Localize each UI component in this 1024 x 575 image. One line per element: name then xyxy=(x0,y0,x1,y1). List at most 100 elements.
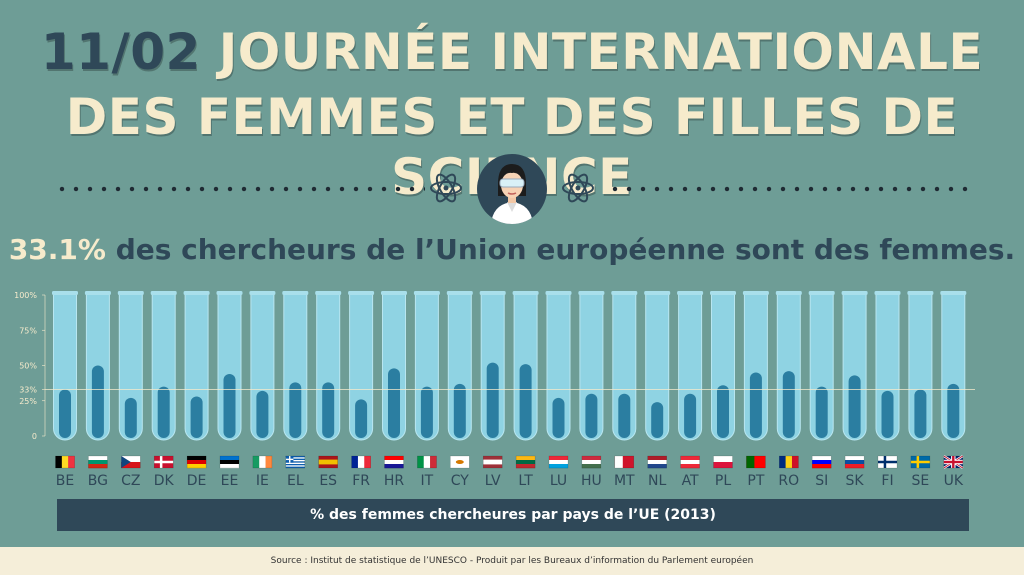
y-tick-label: 50% xyxy=(19,362,37,371)
flag-icon xyxy=(844,455,865,469)
bar xyxy=(815,386,828,438)
flag-icon xyxy=(285,455,306,469)
flag-stripe xyxy=(384,456,404,461)
flag-stripe xyxy=(187,460,207,465)
y-tick-label: 33% xyxy=(19,385,37,394)
y-axis: 0 25% 33% 50% 75% 100% xyxy=(14,291,46,441)
flag-icon xyxy=(943,454,964,470)
flag-stripe xyxy=(845,460,865,465)
flag-icon xyxy=(450,455,470,469)
flag-border xyxy=(186,455,207,469)
flag-stripe xyxy=(265,456,273,468)
dotted-divider-left xyxy=(55,186,425,192)
flag-stripe xyxy=(516,456,536,461)
tubes xyxy=(52,291,967,441)
flag-cross xyxy=(943,460,963,464)
flag-border xyxy=(384,455,404,469)
flag-border xyxy=(581,455,602,469)
scientist-avatar xyxy=(477,154,547,224)
x-tick-label: PL xyxy=(715,473,731,489)
tube-rim xyxy=(545,291,572,295)
tube-rim xyxy=(644,291,671,295)
flag-stripe xyxy=(430,456,437,468)
flag-stripe xyxy=(417,456,424,468)
x-tick-label: LT xyxy=(518,473,533,489)
flag-stripe xyxy=(121,462,141,468)
tube-rim xyxy=(117,291,144,295)
tube-rim xyxy=(677,291,704,295)
x-tick-label: HU xyxy=(581,473,602,489)
flag-stripe xyxy=(812,456,832,461)
flag-stripe xyxy=(581,464,601,469)
tube-rim xyxy=(249,291,276,295)
tube-rim xyxy=(150,291,177,295)
flag-border xyxy=(746,455,766,469)
flag-stripe xyxy=(285,456,305,458)
flag-stripe xyxy=(220,464,239,469)
tube-rim xyxy=(84,291,111,295)
bar xyxy=(256,390,269,438)
flag-stripe xyxy=(812,464,832,469)
page-title-line1: 11/02 JOURNÉE INTERNATIONALE xyxy=(0,22,1024,82)
x-tick-label: HR xyxy=(384,473,405,489)
flag-stripe xyxy=(647,460,667,465)
x-tick-label: CZ xyxy=(121,473,140,489)
y-tick-label: 75% xyxy=(19,326,37,335)
x-tick-label: CY xyxy=(451,473,470,489)
flag-border xyxy=(55,455,75,469)
x-tick-label: DK xyxy=(154,473,175,489)
tube-rim xyxy=(413,291,440,295)
subtitle: 33.1% des chercheurs de l’Union européen… xyxy=(0,232,1024,268)
flag-icon xyxy=(779,455,799,469)
flag-stripe xyxy=(384,464,404,469)
flag-icon xyxy=(384,455,404,469)
tube-rim xyxy=(940,291,967,295)
flag-stripe xyxy=(285,462,305,465)
tube-rim xyxy=(183,291,210,295)
x-tick-label: RO xyxy=(778,473,799,489)
flag-stripe xyxy=(285,460,305,462)
atom-icon xyxy=(562,173,594,203)
x-tick-label: ES xyxy=(319,473,337,489)
flag-stripe xyxy=(581,460,601,465)
bar xyxy=(91,365,104,438)
flag-stripe xyxy=(220,456,239,461)
flag-stripe xyxy=(364,456,371,468)
flag-stripe xyxy=(61,456,69,468)
flag-stripe xyxy=(259,456,266,468)
flag-stripe xyxy=(285,466,305,469)
flag-icon xyxy=(581,455,602,469)
tube-rim xyxy=(808,291,835,295)
flag-border xyxy=(219,455,240,469)
flag-icon xyxy=(121,455,141,469)
flags xyxy=(55,454,964,470)
tube xyxy=(645,292,670,441)
bar xyxy=(881,390,894,438)
bar xyxy=(585,393,598,438)
y-tick-label: 100% xyxy=(14,291,37,300)
bar xyxy=(453,383,466,438)
tube-rim xyxy=(611,291,638,295)
bar xyxy=(618,393,631,438)
bar xyxy=(519,364,532,438)
flag-icon xyxy=(351,455,371,469)
flag-stripe xyxy=(516,464,536,469)
flag-cross xyxy=(878,460,897,464)
flag-icon xyxy=(910,455,931,469)
flag-stripe xyxy=(647,464,667,469)
x-axis-labels: BE BG CZ DK DE EE IE EL ES FR HR IT CY LV LT LU HU MT NL AT… xyxy=(56,473,964,489)
tube-rim xyxy=(742,291,769,295)
flag-stripe xyxy=(252,456,260,468)
x-tick-label: FR xyxy=(352,473,370,489)
bar xyxy=(552,397,565,438)
flag-border xyxy=(844,455,865,469)
flag-stripe xyxy=(845,464,865,469)
x-tick-label: LV xyxy=(485,473,501,489)
flag-icon xyxy=(811,455,832,469)
tube-rim xyxy=(775,291,802,295)
flag-icon xyxy=(515,455,536,469)
flag-icon xyxy=(252,455,273,469)
x-tick-label: MT xyxy=(614,473,635,489)
x-tick-label: AT xyxy=(682,473,699,489)
bar-chart: 0 25% 33% 50% 75% 100% BE BG CZ DK DE EE IE EL ES FR HR… xyxy=(14,291,975,489)
